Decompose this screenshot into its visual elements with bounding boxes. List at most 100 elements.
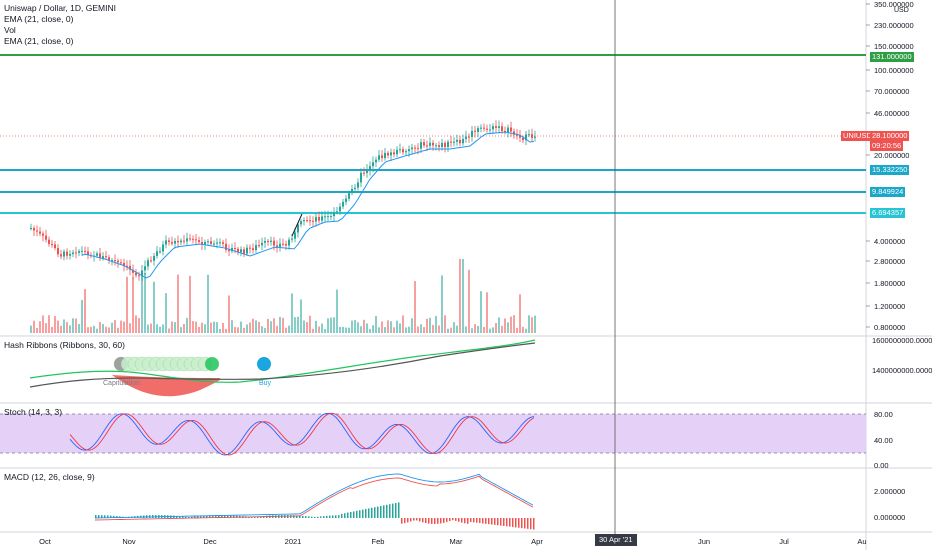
candle-body <box>216 242 218 244</box>
macd-histogram-bar <box>485 518 487 524</box>
macd-histogram-bar <box>302 515 304 518</box>
candle-body <box>51 244 53 246</box>
volume-bar <box>273 318 275 333</box>
candle-body <box>186 238 188 242</box>
volume-bar <box>117 327 119 333</box>
volume-bar <box>150 323 152 333</box>
macd-histogram-bar <box>374 507 376 518</box>
macd-histogram-bar <box>116 516 118 518</box>
candle-body <box>78 251 80 253</box>
ema-legend-2[interactable]: EMA (21, close, 0) <box>4 36 74 46</box>
candle-body <box>312 220 314 222</box>
candle-body <box>330 216 332 218</box>
candle-body <box>30 227 32 229</box>
macd-histogram-bar <box>227 515 229 518</box>
candle-body <box>144 266 146 271</box>
volume-bar <box>234 326 236 333</box>
price-tick-label: 46.000000 <box>874 109 909 118</box>
volume-bar <box>69 325 71 333</box>
candle-body <box>297 224 299 233</box>
time-tick-label: Jul <box>779 537 789 546</box>
macd-histogram-bar <box>413 518 415 521</box>
macd-histogram-bar <box>416 518 418 521</box>
macd-histogram-bar <box>419 518 421 522</box>
last-price-symbol: UNIUSD <box>841 131 874 141</box>
candle-body <box>372 162 374 167</box>
macd-histogram-bar <box>389 504 391 518</box>
macd-histogram-bar <box>470 518 472 522</box>
volume-bar <box>78 323 80 333</box>
macd-histogram-bar <box>428 518 430 524</box>
candle-body <box>225 243 227 250</box>
volume-bar <box>171 321 173 333</box>
macd-histogram-bar <box>422 518 424 523</box>
volume-bar <box>348 327 350 333</box>
candle-body <box>435 145 437 147</box>
macd-histogram-bar <box>452 518 454 521</box>
candle-body <box>453 141 455 143</box>
volume-bar <box>534 315 536 333</box>
candle-body <box>501 126 503 131</box>
candle-body <box>486 128 488 130</box>
macd-histogram-bar <box>371 507 373 518</box>
macd-histogram-bar <box>215 515 217 518</box>
macd-histogram-bar <box>230 515 232 518</box>
ema-legend[interactable]: EMA (21, close, 0) <box>4 14 74 24</box>
volume-bar <box>174 322 176 333</box>
volume-bar <box>531 317 533 333</box>
hash-ribbons-title[interactable]: Hash Ribbons (Ribbons, 30, 60) <box>4 340 125 350</box>
macd-histogram-bar <box>254 516 256 518</box>
candle-body <box>195 239 197 241</box>
volume-bar <box>525 328 527 333</box>
stoch-title[interactable]: Stoch (14, 3, 3) <box>4 407 63 417</box>
volume-bar <box>459 259 461 333</box>
candle-body <box>480 127 482 129</box>
macd-title[interactable]: MACD (12, 26, close, 9) <box>4 472 95 482</box>
candle-body <box>507 127 509 133</box>
time-tick-label: Feb <box>372 537 385 546</box>
candle-body <box>255 245 257 251</box>
macd-histogram-bar <box>383 505 385 518</box>
macd-histogram-bar <box>107 515 109 518</box>
macd-signal-line <box>94 475 534 521</box>
ema-line <box>81 131 535 279</box>
macd-histogram-bar <box>404 518 406 524</box>
candle-body <box>300 221 302 225</box>
volume-bar <box>189 275 191 333</box>
volume-bar <box>282 317 284 333</box>
macd-histogram-bar <box>512 518 514 528</box>
macd-histogram-bar <box>509 518 511 527</box>
volume-bar <box>285 327 287 333</box>
volume-bar <box>180 327 182 333</box>
price-tick-label: 150.000000 <box>874 42 914 51</box>
volume-bar <box>102 324 104 333</box>
volume-bar <box>303 320 305 333</box>
candle-body <box>396 149 398 155</box>
stoch-k-line <box>69 412 535 456</box>
macd-histogram-bar <box>113 515 115 518</box>
volume-bar <box>393 327 395 333</box>
candle-body <box>189 238 191 240</box>
macd-histogram-bar <box>299 515 301 518</box>
vol-legend[interactable]: Vol <box>4 25 16 35</box>
candle-body <box>45 235 47 240</box>
candle-body <box>306 220 308 222</box>
volume-bar <box>411 318 413 333</box>
symbol-title[interactable]: Uniswap / Dollar, 1D, GEMINI <box>4 3 116 13</box>
macd-histogram-bar <box>425 518 427 524</box>
candle-body <box>162 244 164 252</box>
volume-bar <box>501 325 503 333</box>
volume-bar <box>207 274 209 333</box>
volume-bar <box>237 327 239 333</box>
macd-histogram-bar <box>488 518 490 525</box>
candle-body <box>441 142 443 147</box>
candle-body <box>105 256 107 258</box>
candle-body <box>96 253 98 256</box>
candle-body <box>240 249 242 253</box>
buy-label: Buy <box>259 380 272 387</box>
volume-bar <box>516 327 518 333</box>
macd-histogram-bar <box>401 518 403 524</box>
candle-body <box>267 240 269 242</box>
volume-bar <box>222 322 224 333</box>
